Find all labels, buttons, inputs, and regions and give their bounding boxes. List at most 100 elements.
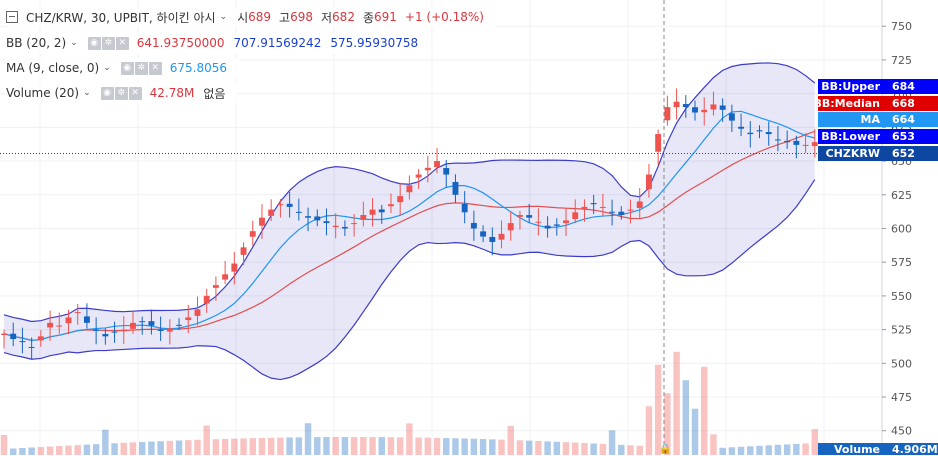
volume-bar	[0, 435, 8, 455]
symbol-legend: CHZ/KRW, 30, UPBIT, 하이킨 아시 ⌄ 시 689 고 698…	[6, 7, 496, 27]
ma-line	[3, 110, 815, 341]
candle-body	[259, 217, 265, 226]
candle-body	[360, 214, 367, 220]
gear-icon[interactable]: ✲	[101, 36, 115, 50]
bb-median-tag-value: 668	[884, 96, 938, 111]
eye-icon[interactable]: ◉	[87, 36, 101, 50]
candle-body	[37, 336, 44, 341]
candle-body	[563, 220, 569, 224]
axis-tick-label: 525	[891, 324, 912, 337]
volume-bar	[378, 437, 385, 455]
candle-body	[1, 333, 7, 335]
volume-bar	[157, 441, 164, 455]
candle-body	[719, 105, 726, 110]
chevron-down-icon[interactable]: ⌄	[70, 38, 78, 48]
volume-bar	[443, 438, 450, 455]
volume-bar	[599, 443, 607, 455]
bb-median-line	[3, 130, 815, 341]
candle-body	[351, 223, 358, 225]
volume-bar	[618, 444, 625, 455]
close-icon[interactable]: ✕	[128, 86, 142, 100]
gear-icon[interactable]: ✲	[134, 61, 148, 75]
volume-bar	[479, 439, 487, 455]
volume-bar	[608, 430, 616, 455]
candle-body	[166, 328, 173, 332]
close-icon[interactable]: ✕	[115, 36, 129, 50]
candle-body	[655, 134, 662, 152]
volume-bar	[360, 437, 367, 455]
candle-body	[692, 107, 698, 113]
symbol-title[interactable]: CHZ/KRW, 30, UPBIT, 하이킨 아시	[26, 10, 216, 25]
volume-bar	[710, 434, 717, 455]
axis-tick-label: 750	[891, 20, 912, 33]
high-value: 698	[290, 10, 313, 24]
candle-body	[452, 181, 459, 195]
volume-bar	[19, 448, 26, 455]
axis-tick-label: 450	[891, 425, 912, 438]
low-label: 저	[321, 10, 333, 25]
candle-body	[802, 144, 809, 146]
volume-bar	[120, 442, 127, 455]
candle-body	[341, 226, 348, 229]
volume-bar	[396, 437, 404, 455]
volume-bar	[28, 447, 35, 455]
chevron-down-icon[interactable]: ⌄	[103, 63, 111, 73]
price-change: +1 (+0.18%)	[404, 10, 484, 24]
volume-tag-value: 4.906M	[884, 443, 938, 456]
volume-bar	[645, 406, 653, 455]
close-value: 691	[374, 10, 397, 24]
volume-bar	[102, 429, 109, 455]
candle-body	[710, 104, 717, 110]
volume-bar	[56, 446, 63, 455]
volume-bar	[415, 437, 422, 455]
bb-lower-line	[3, 179, 816, 381]
volume-bar	[212, 439, 220, 455]
volume-bar	[765, 445, 772, 455]
volume-bar	[323, 437, 330, 455]
candle-body	[480, 231, 487, 237]
volume-bar	[406, 423, 413, 455]
volume-bar	[9, 448, 17, 455]
volume-bar	[277, 437, 284, 455]
candle-body	[369, 209, 376, 215]
candle-body	[19, 341, 26, 343]
close-icon[interactable]: ✕	[148, 61, 162, 75]
collapse-legend-icon[interactable]	[6, 11, 18, 23]
volume-bar	[138, 441, 146, 455]
candle-body	[388, 204, 394, 207]
candle-body	[636, 201, 643, 208]
gear-icon[interactable]: ✲	[114, 86, 128, 100]
volume-bar	[433, 437, 441, 455]
candle-body	[56, 325, 63, 327]
bb-name[interactable]: BB (20, 2)	[6, 36, 67, 50]
candle-body	[231, 263, 238, 272]
bb-upper-value: 707.91569242	[233, 36, 322, 50]
candle-body	[517, 214, 523, 217]
candle-body	[102, 334, 109, 337]
volume-bar	[111, 443, 118, 455]
lock-icon: 🔒	[659, 443, 671, 455]
candle-body	[553, 224, 560, 226]
volume-bar	[470, 438, 478, 455]
volume-name[interactable]: Volume (20)	[6, 86, 80, 100]
volume-bar	[811, 429, 819, 455]
volume-bar	[74, 445, 81, 455]
candle-body	[747, 132, 754, 135]
volume-bar	[553, 441, 561, 455]
candle-body	[378, 209, 385, 213]
volume-bar	[185, 440, 192, 455]
volume-bar	[267, 437, 275, 455]
candle-body	[415, 174, 422, 178]
volume-bar	[314, 437, 321, 455]
candle-body	[185, 317, 192, 321]
eye-icon[interactable]: ◉	[120, 61, 134, 75]
bb-lower-tag-value: 653	[884, 129, 938, 144]
ma-name[interactable]: MA (9, close, 0)	[6, 61, 100, 75]
volume-bar	[129, 442, 137, 455]
bb-median-tag-label: BB:Median	[814, 96, 884, 111]
chevron-down-icon[interactable]: ⌄	[219, 12, 228, 22]
volume-bar	[148, 441, 155, 455]
eye-icon[interactable]: ◉	[100, 86, 114, 100]
candle-body	[535, 221, 542, 223]
chevron-down-icon[interactable]: ⌄	[83, 88, 91, 98]
